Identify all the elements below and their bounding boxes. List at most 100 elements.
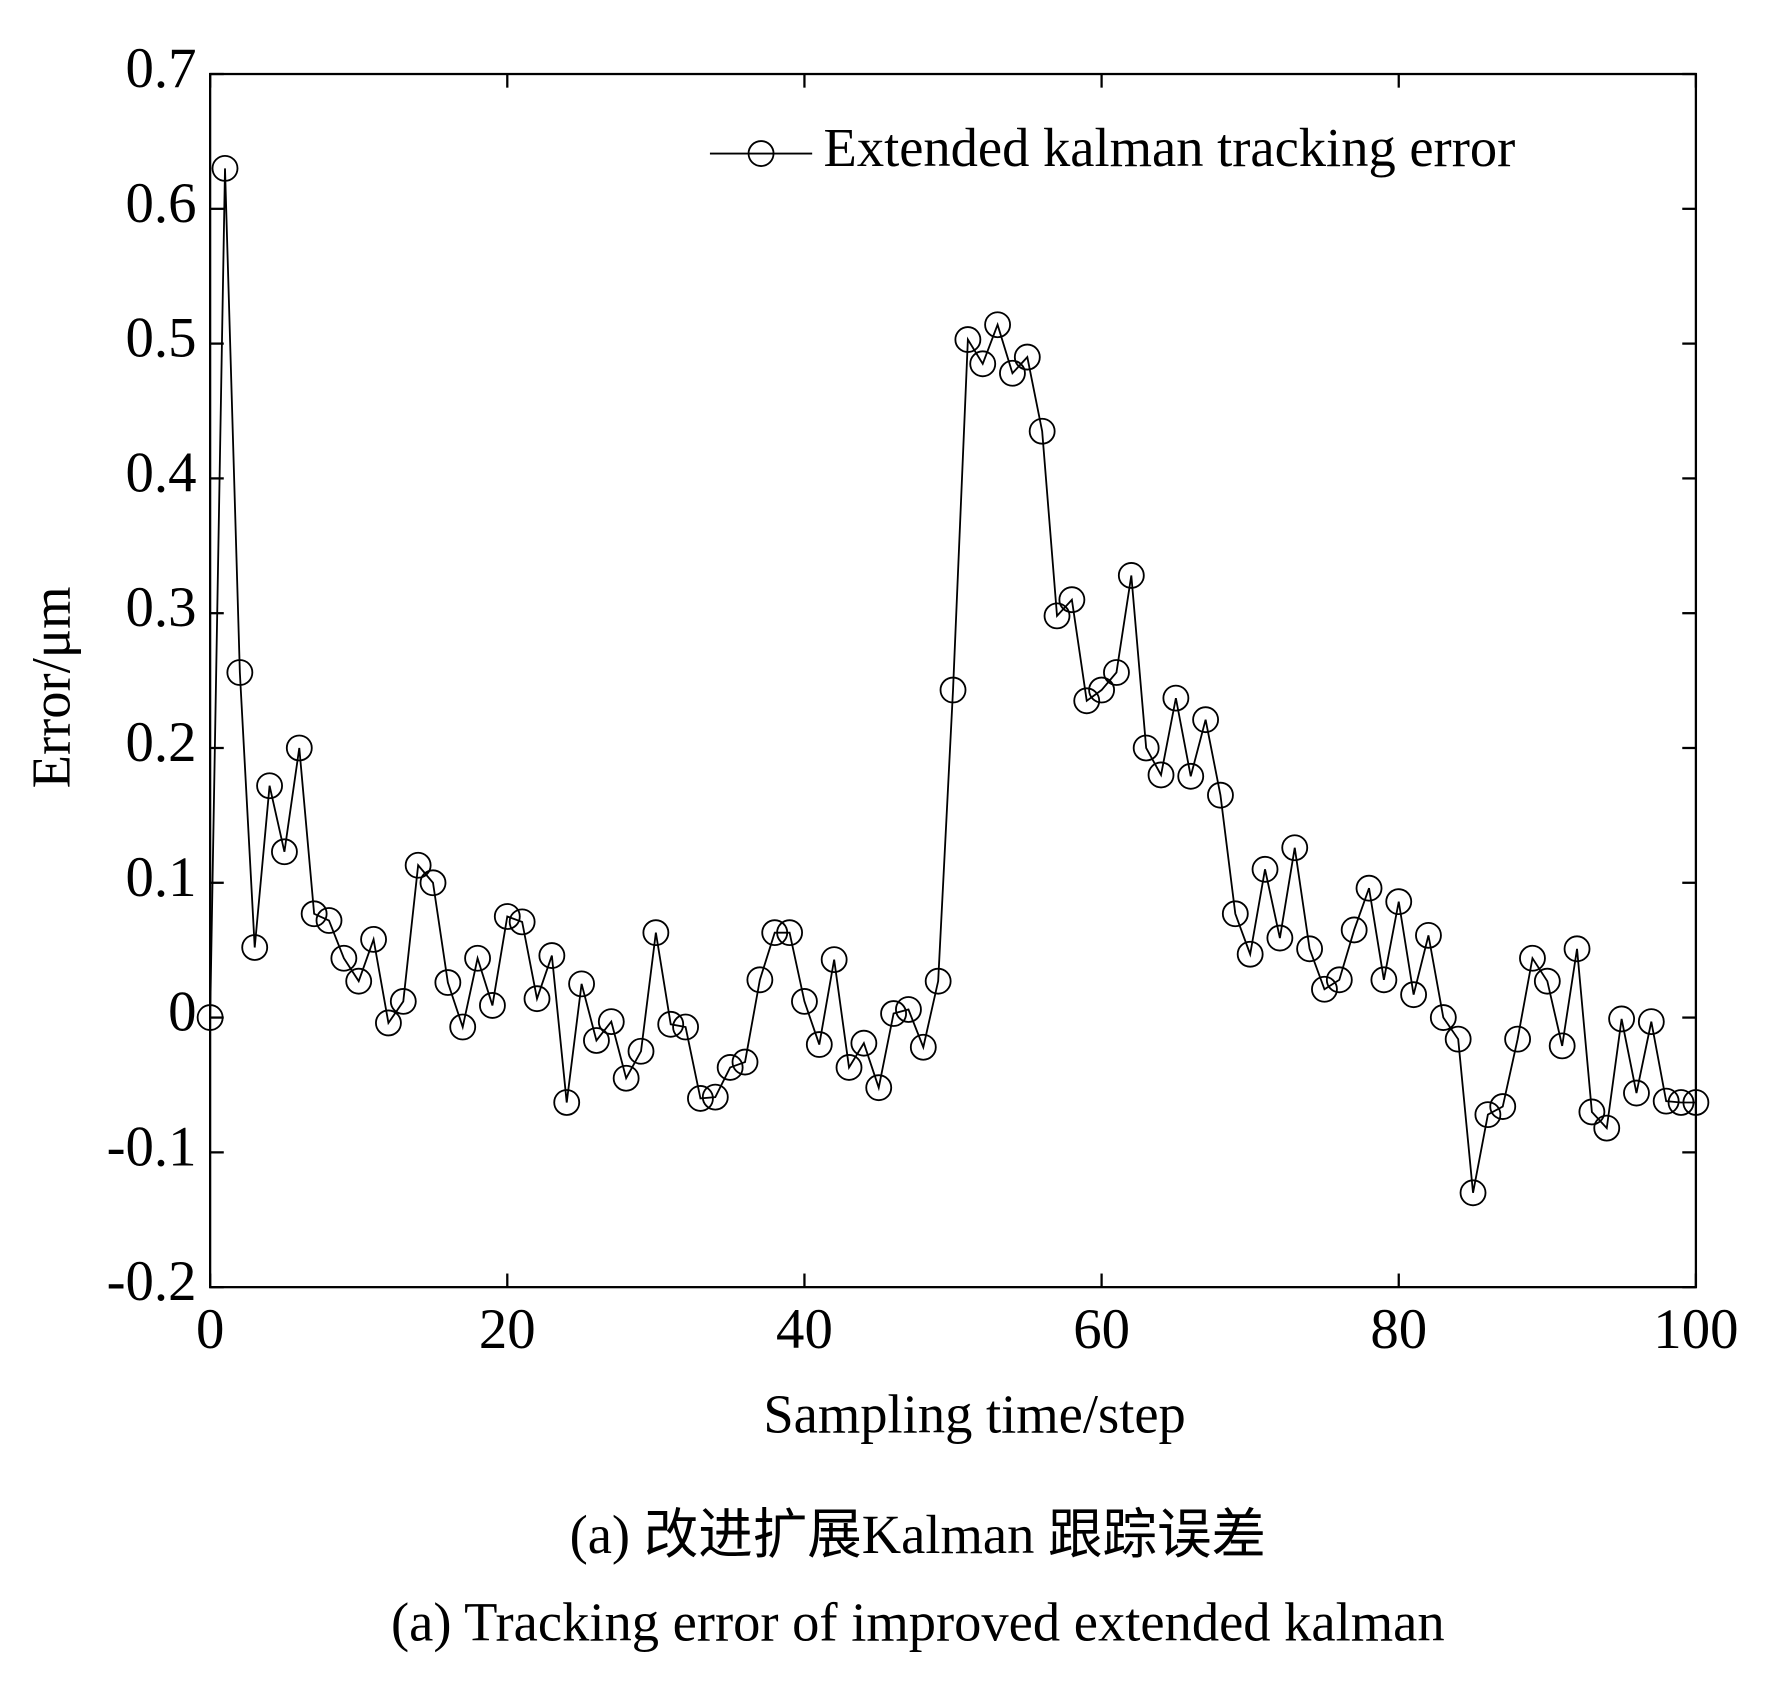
- plot-frame: [209, 72, 1698, 1289]
- data-point: [211, 154, 239, 182]
- data-point: [1444, 1025, 1472, 1053]
- x-tick-label: 100: [1653, 1298, 1738, 1361]
- data-point: [568, 970, 595, 998]
- data-point: [1207, 781, 1234, 809]
- data-point: [404, 851, 432, 879]
- data-point: [1221, 900, 1249, 928]
- data-point: [256, 772, 283, 800]
- data-point: [434, 969, 462, 996]
- data-point: [1593, 1114, 1621, 1142]
- data-point: [508, 908, 536, 936]
- data-point: [271, 838, 298, 866]
- x-tick-label: 40: [776, 1298, 833, 1361]
- data-point: [1177, 762, 1205, 790]
- data-point: [850, 1029, 878, 1057]
- data-point: [969, 350, 997, 378]
- data-point: [805, 1031, 833, 1058]
- data-point: [1088, 676, 1115, 704]
- data-point: [1519, 944, 1546, 972]
- legend-label: Extended kalman tracking error: [824, 117, 1516, 178]
- data-point: [226, 659, 254, 686]
- data-point: [1504, 1025, 1532, 1053]
- caption: (a) Tracking error of improved extended …: [391, 1591, 1445, 1652]
- data-point: [1459, 1179, 1487, 1207]
- data-point: [1132, 734, 1160, 762]
- data-point: [999, 359, 1026, 387]
- data-point: [523, 985, 551, 1013]
- y-tick-label: 0.3: [126, 576, 197, 639]
- data-point: [1474, 1101, 1502, 1129]
- x-tick-label: 20: [479, 1298, 536, 1361]
- data-point: [1073, 687, 1101, 715]
- data-point: [672, 1013, 699, 1041]
- data-point: [939, 676, 967, 704]
- y-tick-label: 0.6: [126, 172, 197, 235]
- data-point: [389, 987, 417, 1015]
- data-point: [984, 311, 1011, 339]
- y-axis-label: Error/μm: [20, 587, 81, 789]
- data-point: [820, 946, 848, 974]
- data-point: [493, 903, 521, 930]
- data-point: [746, 966, 774, 994]
- data-point: [1103, 659, 1130, 686]
- data-point: [449, 1013, 477, 1041]
- data-point: [1325, 966, 1353, 994]
- data-point: [701, 1083, 729, 1111]
- x-axis-label: Sampling time/step: [763, 1384, 1185, 1445]
- data-point: [1281, 834, 1309, 862]
- data-point: [791, 987, 818, 1015]
- data-point: [627, 1037, 655, 1065]
- data-point: [657, 1010, 685, 1038]
- data-point: [1117, 562, 1145, 589]
- data-point: [776, 919, 803, 947]
- data-point: [612, 1064, 640, 1092]
- data-point: [300, 900, 328, 928]
- data-point: [538, 942, 566, 969]
- data-point: [1251, 855, 1279, 883]
- data-point: [464, 944, 491, 972]
- data-point: [731, 1048, 759, 1076]
- x-tick-label: 80: [1370, 1298, 1427, 1361]
- data-point: [345, 967, 373, 995]
- data-point: [1340, 916, 1368, 944]
- data-point: [1296, 935, 1324, 963]
- data-point: [1548, 1032, 1576, 1060]
- data-point: [1043, 602, 1071, 630]
- data-point: [865, 1074, 893, 1102]
- data-point: [1415, 921, 1442, 949]
- data-point: [1370, 966, 1398, 994]
- data-point: [1385, 888, 1413, 916]
- data-point: [1355, 874, 1383, 902]
- data-point: [880, 1000, 907, 1027]
- data-point: [1667, 1089, 1695, 1116]
- y-tick-label: 0.7: [126, 37, 197, 100]
- data-point: [1578, 1098, 1606, 1126]
- data-point: [553, 1089, 581, 1116]
- data-point: [196, 1004, 224, 1031]
- data-point: [1637, 1008, 1665, 1036]
- x-tick-label: 60: [1073, 1298, 1130, 1361]
- data-point: [895, 996, 922, 1023]
- data-point: [1162, 684, 1190, 712]
- data-point: [1266, 924, 1294, 952]
- data-point: [285, 734, 313, 762]
- y-tick-label: -0.1: [107, 1115, 197, 1178]
- data-point: [1028, 417, 1056, 445]
- data-point: [761, 919, 789, 947]
- data-point: [1147, 761, 1175, 789]
- y-tick-label: 0.2: [126, 711, 197, 774]
- data-point: [1682, 1089, 1710, 1116]
- data-point: [1608, 1005, 1636, 1033]
- data-point: [330, 944, 358, 972]
- data-point: [375, 1009, 402, 1037]
- y-tick-label: 0.1: [126, 846, 197, 909]
- data-line: [209, 168, 1696, 1193]
- data-point: [716, 1054, 744, 1081]
- data-point: [315, 907, 343, 934]
- data-point: [1652, 1087, 1680, 1115]
- data-point: [687, 1085, 714, 1112]
- data-point: [1429, 1004, 1457, 1031]
- data-point: [360, 925, 387, 953]
